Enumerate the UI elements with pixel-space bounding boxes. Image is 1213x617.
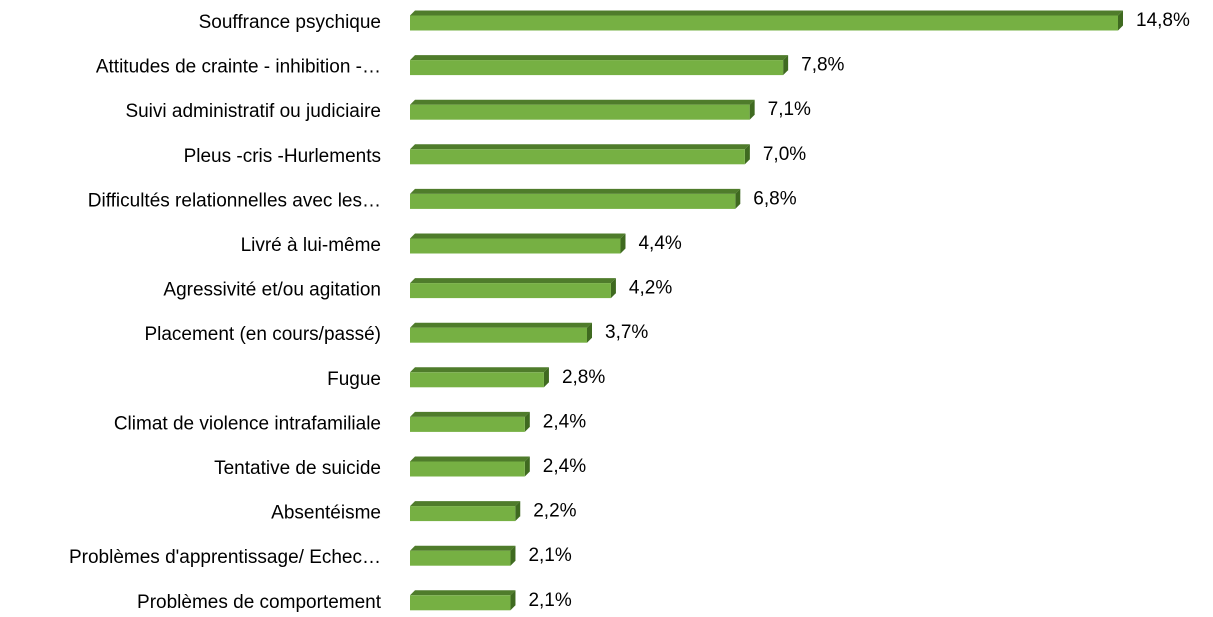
value-label: 6,8% <box>753 188 796 209</box>
bar-top <box>410 233 626 239</box>
bar-front <box>410 60 784 76</box>
bar-front <box>410 238 621 254</box>
value-label: 7,8% <box>801 55 844 76</box>
category-label: Suivi administratif ou judiciaire <box>125 101 381 122</box>
value-label: 3,7% <box>605 322 648 343</box>
category-label: Agressivité et/ou agitation <box>163 280 381 301</box>
value-label: 2,2% <box>533 501 576 522</box>
category-label: Climat de violence intrafamiliale <box>114 413 381 434</box>
bar-side <box>620 233 626 254</box>
bar-side <box>749 99 755 120</box>
bar-side <box>587 322 592 343</box>
category-label: Pleus -cris -Hurlements <box>184 146 381 167</box>
bar-front <box>410 283 611 299</box>
bar-top <box>410 367 549 373</box>
bar-top <box>410 99 755 105</box>
bar-front <box>410 149 745 165</box>
bar <box>410 99 755 120</box>
bar-side <box>735 188 741 209</box>
value-label: 7,1% <box>768 99 811 120</box>
bar-front <box>410 506 516 522</box>
bar-side <box>1118 10 1123 31</box>
value-label: 2,8% <box>562 367 605 388</box>
category-label: Fugue <box>327 369 381 390</box>
value-label: 4,2% <box>629 278 672 299</box>
category-label: Tentative de suicide <box>214 458 381 479</box>
bar <box>410 501 521 522</box>
bar-side <box>543 367 549 388</box>
bar-front <box>410 372 544 388</box>
bar <box>410 55 789 76</box>
bar-top <box>410 411 530 417</box>
bar-front <box>410 15 1118 31</box>
bar-front <box>410 416 525 432</box>
bar <box>410 278 616 299</box>
bar-top <box>410 188 741 194</box>
bar-top <box>410 10 1123 16</box>
bar-front <box>410 595 511 611</box>
bar <box>410 545 516 566</box>
bar-side <box>515 501 521 522</box>
value-label: 2,4% <box>543 456 586 477</box>
bar <box>410 322 592 343</box>
bar-top <box>410 501 521 507</box>
value-label: 14,8% <box>1136 10 1190 31</box>
bar-front <box>410 461 525 477</box>
bar-top <box>410 278 616 284</box>
bar <box>410 590 516 611</box>
bar-side <box>610 278 616 299</box>
category-label: Placement (en cours/passé) <box>144 324 381 345</box>
category-label: Problèmes de comportement <box>137 592 382 613</box>
bar-side <box>510 590 516 611</box>
bar <box>410 233 626 254</box>
category-label: Problèmes d'apprentissage/ Echec… <box>69 547 381 568</box>
bar-front <box>410 327 587 343</box>
bar-front <box>410 104 750 120</box>
bar-front <box>410 193 736 209</box>
bar-front <box>410 550 511 566</box>
value-label: 2,4% <box>543 411 586 432</box>
bar-side <box>783 55 789 76</box>
bar <box>410 367 549 388</box>
value-label: 4,4% <box>638 233 681 254</box>
bar-top <box>410 590 516 596</box>
bar <box>410 10 1123 31</box>
bar-side <box>524 456 530 477</box>
value-label: 7,0% <box>763 144 806 165</box>
bar <box>410 144 750 165</box>
category-label: Difficultés relationnelles avec les… <box>88 190 381 211</box>
category-label: Absentéisme <box>271 503 381 524</box>
bar <box>410 188 741 209</box>
bar <box>410 411 530 432</box>
category-label: Attitudes de crainte - inhibition -… <box>96 57 381 78</box>
bar <box>410 456 530 477</box>
bar-side <box>510 545 516 566</box>
category-label: Livré à lui-même <box>241 235 381 256</box>
bar-side <box>524 411 530 432</box>
bar-top <box>410 545 516 551</box>
category-label: Souffrance psychique <box>199 12 381 33</box>
bar-top <box>410 456 530 462</box>
bar-top <box>410 55 789 61</box>
value-label: 2,1% <box>528 545 571 566</box>
value-label: 2,1% <box>528 590 571 611</box>
bar-top <box>410 144 750 150</box>
bar-top <box>410 322 592 328</box>
bar-side <box>744 144 750 165</box>
